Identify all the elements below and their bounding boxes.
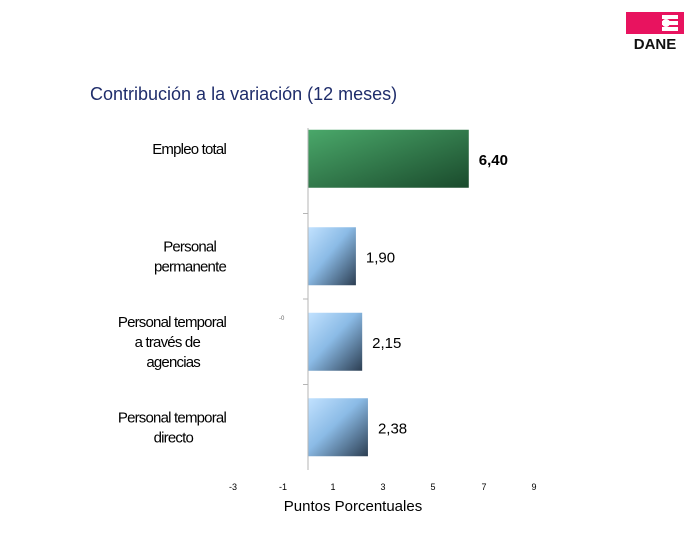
bar-3 [308, 312, 363, 371]
x-tick-label: 5 [430, 482, 435, 492]
bar-2 [308, 227, 356, 286]
bar-1 [308, 129, 469, 188]
x-tick-label: 9 [531, 482, 536, 492]
category-label: Personal temporal directo [118, 409, 227, 446]
bar-4 [308, 398, 368, 457]
x-tick-label: -3 [229, 482, 237, 492]
chart-title: Contribución a la variación (12 meses) [90, 84, 398, 104]
value-label: 2,38 [378, 420, 407, 437]
category-label: Empleo total [152, 141, 226, 158]
x-tick-label: -1 [279, 482, 287, 492]
x-tick-label: 1 [330, 482, 335, 492]
value-label: 1,90 [366, 249, 395, 266]
dane-logo: DANE [622, 12, 686, 53]
category-label: Personal permanente [154, 238, 227, 275]
stray-mark: -0 [279, 316, 285, 322]
logo-wordmark: DANE [634, 36, 677, 52]
value-label: 6,40 [479, 152, 508, 169]
x-tick-label: 3 [380, 482, 385, 492]
category-label: Personal temporal a través de agencias [118, 314, 227, 371]
x-tick-label: 7 [481, 482, 486, 492]
value-label: 2,15 [372, 335, 401, 352]
x-axis-title: Puntos Porcentuales [284, 498, 422, 515]
